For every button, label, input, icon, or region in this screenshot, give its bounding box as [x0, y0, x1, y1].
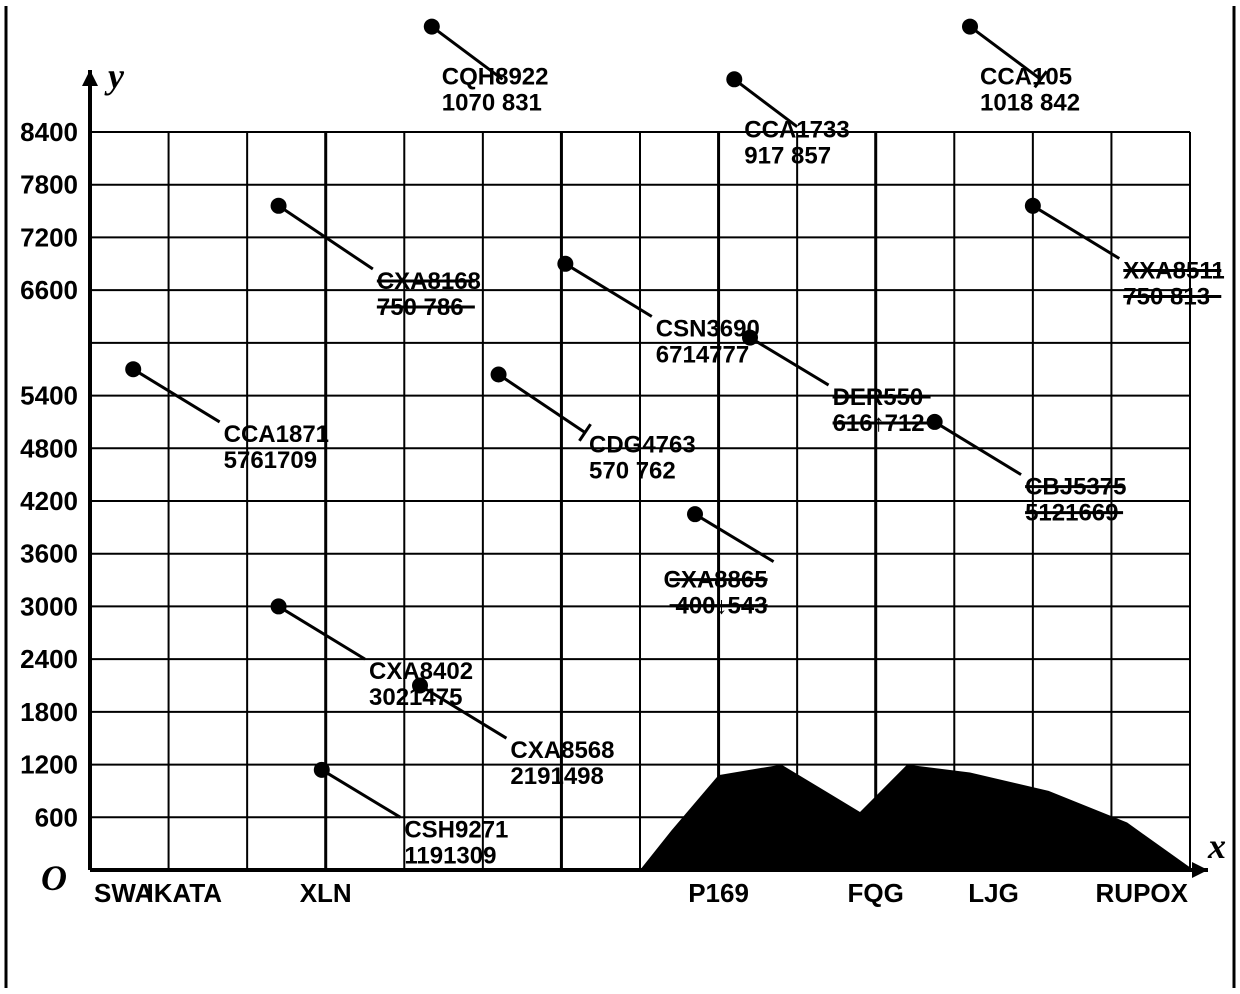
aircraft-CXA8168: CXA8168750 786 [271, 198, 481, 321]
radar-chart: 600 1200 1800 2400 3000 3600 4200 4800 5400 6600 7… [0, 0, 1240, 994]
svg-text:1800: 1800 [20, 697, 78, 727]
aircraft-callsign: CCA1733 [744, 116, 849, 143]
aircraft-CQH8922: CQH89221070 831 [424, 19, 549, 117]
svg-text:4200: 4200 [20, 486, 78, 516]
aircraft-data: 1018 842 [980, 90, 1080, 117]
aircraft-CXA8402: CXA84023021475 [271, 598, 473, 711]
svg-text:LJG: LJG [968, 878, 1019, 908]
aircraft-layer: CCA18715761709 CXA8168750 786 CXA840230214… [125, 19, 1224, 870]
aircraft-data: 917 857 [744, 142, 831, 169]
aircraft-data: 1070 831 [442, 90, 542, 117]
svg-text:1200: 1200 [20, 750, 78, 780]
svg-text:600: 600 [35, 802, 78, 832]
aircraft-CDG4763: CDG4763570 762 [491, 366, 696, 484]
y-tick-labels: 600 1200 1800 2400 3000 3600 4200 4800 5400 6600 7… [20, 117, 78, 832]
svg-text:SWA: SWA [94, 878, 153, 908]
aircraft-CSN3690: CSN36906714777 [557, 256, 759, 369]
svg-text:2400: 2400 [20, 644, 78, 674]
svg-text:XLN: XLN [300, 878, 352, 908]
aircraft-CBJ5375: CBJ53755121669 [927, 414, 1127, 527]
aircraft-callsign: CXA8568 [510, 737, 614, 764]
svg-text:7200: 7200 [20, 222, 78, 252]
aircraft-CCA105: CCA1051018 842 [962, 19, 1080, 117]
aircraft-data: 5761709 [224, 447, 317, 474]
aircraft-DER550: DER550616↑712 [742, 330, 931, 437]
svg-text:x: x [1207, 826, 1226, 866]
aircraft-CSH9271: CSH92711191309 [314, 762, 509, 869]
svg-text:3600: 3600 [20, 539, 78, 569]
svg-text:P169: P169 [688, 878, 749, 908]
svg-text:5400: 5400 [20, 381, 78, 411]
aircraft-data: 2191498 [510, 763, 603, 790]
svg-text:O: O [41, 858, 67, 898]
terrain-silhouette [640, 765, 1190, 870]
aircraft-data: 570 762 [589, 457, 676, 484]
x-tick-labels: SWAIKATA XLN P169 FQG LJG RUPOX [94, 878, 1189, 908]
svg-text:IKATA: IKATA [146, 878, 222, 908]
aircraft-data: 6714777 [656, 342, 749, 369]
svg-text:7800: 7800 [20, 170, 78, 200]
svg-text:3000: 3000 [20, 591, 78, 621]
aircraft-callsign: CQH8922 [442, 64, 549, 91]
aircraft-callsign: CSH9271 [404, 816, 508, 843]
aircraft-CCA1733: CCA1733917 857 [726, 71, 849, 169]
aircraft-CCA1871: CCA18715761709 [125, 361, 329, 474]
svg-text:y: y [104, 56, 125, 96]
aircraft-XXA8511: XXA8511750 813 [1025, 198, 1225, 311]
aircraft-data: 1191309 [404, 842, 496, 869]
aircraft-callsign: CCA105 [980, 64, 1072, 91]
svg-text:RUPOX: RUPOX [1096, 878, 1189, 908]
svg-text:4800: 4800 [20, 433, 78, 463]
aircraft-callsign: CDG4763 [589, 431, 696, 458]
svg-text:8400: 8400 [20, 117, 78, 147]
aircraft-callsign: CCA1871 [224, 421, 329, 448]
svg-text:6600: 6600 [20, 275, 78, 305]
svg-text:FQG: FQG [848, 878, 904, 908]
